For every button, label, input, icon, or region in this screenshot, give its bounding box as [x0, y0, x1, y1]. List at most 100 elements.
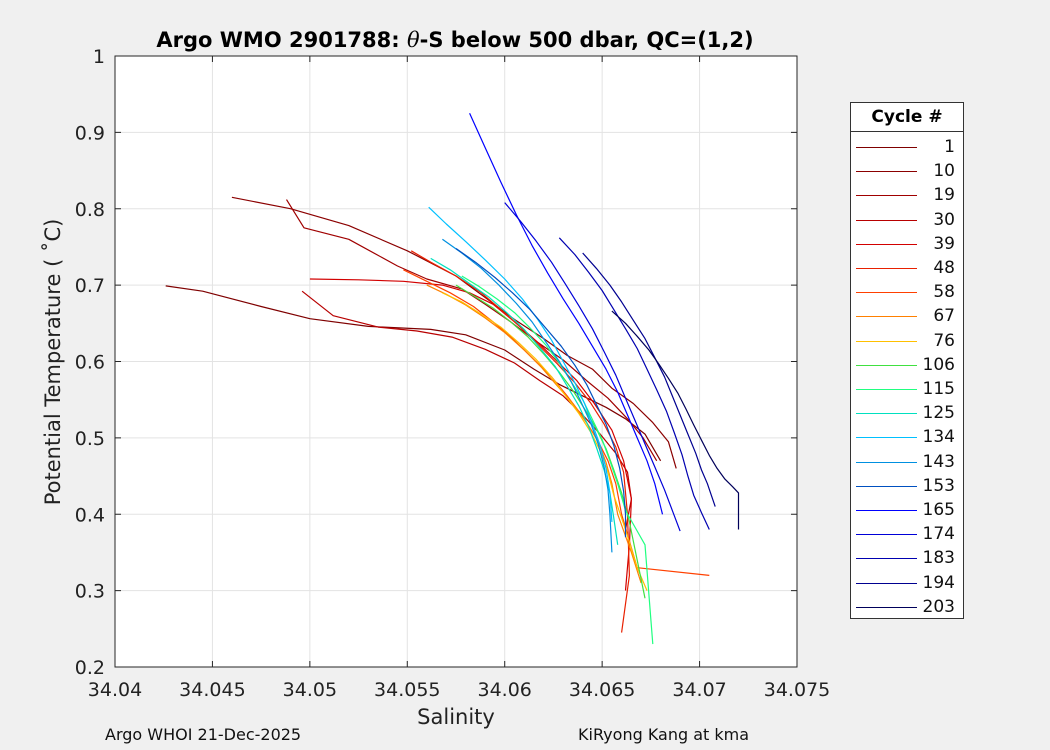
legend-swatch — [856, 437, 917, 439]
y-tick-label: 0.7 — [75, 275, 105, 297]
legend-item-48: 48 — [851, 257, 963, 281]
x-tick-label: 34.05 — [283, 679, 337, 701]
legend-swatch — [856, 606, 917, 608]
legend-label: 174 — [922, 524, 955, 545]
ticks: 34.04 34.045 34.05 34.055 34.06 34.065 34.07 34… — [75, 46, 830, 701]
legend-item-153: 153 — [851, 475, 963, 499]
legend-swatch — [856, 147, 917, 148]
x-tick-label: 34.075 — [764, 679, 830, 701]
legend-swatch — [856, 340, 917, 342]
series-line-174 — [504, 202, 681, 532]
legend-swatch — [856, 292, 917, 294]
legend-label: 39 — [933, 233, 955, 254]
legend-swatch — [856, 219, 917, 221]
legend-swatch — [856, 485, 917, 487]
series-line-165 — [469, 113, 664, 515]
series-layer — [165, 113, 740, 645]
legend-swatch — [856, 364, 917, 366]
legend-item-39: 39 — [851, 233, 963, 257]
legend-swatch — [856, 316, 917, 318]
x-axis-label: Salinity — [417, 705, 495, 729]
legend-item-10: 10 — [851, 160, 963, 184]
legend-item-143: 143 — [851, 451, 963, 475]
legend-label: 203 — [922, 596, 955, 617]
series-line-30 — [301, 290, 633, 530]
y-tick-label: 0.8 — [75, 199, 105, 221]
series-line-153 — [455, 248, 627, 538]
series-line-203 — [611, 310, 740, 530]
legend-label: 58 — [933, 282, 955, 303]
legend-label: 165 — [922, 500, 955, 520]
legend-item-19: 19 — [851, 184, 963, 208]
y-tick-label: 0.5 — [75, 428, 105, 450]
legend-swatch — [856, 510, 917, 511]
x-tick-label: 34.045 — [179, 679, 245, 701]
legend-item-183: 183 — [851, 547, 963, 571]
y-axis-label: Potential Temperature ( ˚C) — [41, 219, 65, 506]
legend-label: 106 — [922, 354, 955, 375]
legend-item-67: 67 — [851, 305, 963, 329]
y-tick-label: 1 — [93, 46, 105, 68]
x-tick-label: 34.065 — [569, 679, 635, 701]
legend-swatch — [856, 195, 917, 197]
legend-item-174: 174 — [851, 523, 963, 547]
legend-item-115: 115 — [851, 378, 963, 402]
legend-label: 115 — [922, 379, 955, 399]
y-tick-label: 0.3 — [75, 581, 105, 603]
x-tick-label: 34.055 — [374, 679, 440, 701]
footer-author: KiRyong Kang at kma — [578, 725, 750, 744]
series-line-134 — [428, 206, 613, 522]
legend-swatch — [856, 389, 917, 390]
legend-swatch — [856, 243, 917, 245]
legend-swatch — [856, 558, 917, 560]
legend-item-203: 203 — [851, 596, 963, 620]
legend: Cycle # 1 10 19 30 39 48 58 67 76 106 115 125 134 143… — [850, 102, 964, 619]
legend-item-125: 125 — [851, 402, 963, 426]
legend-label: 76 — [933, 330, 955, 351]
x-tick-label: 34.04 — [88, 679, 142, 701]
series-line-194 — [582, 252, 716, 507]
legend-label: 10 — [933, 161, 955, 182]
legend-label: 19 — [933, 185, 955, 206]
title-suffix: -S below 500 dbar, QC=(1,2) — [420, 28, 754, 52]
y-tick-label: 0.6 — [75, 352, 105, 374]
y-tick-label: 0.2 — [75, 657, 105, 679]
legend-item-165: 165 — [851, 499, 963, 523]
legend-label: 125 — [922, 403, 955, 424]
title-prefix: Argo WMO 2901788: — [156, 28, 407, 52]
legend-item-1: 1 — [851, 136, 963, 160]
legend-label: 48 — [933, 258, 955, 278]
legend-swatch — [856, 461, 917, 463]
legend-label: 1 — [944, 137, 955, 157]
series-line-1 — [165, 285, 662, 462]
legend-label: 67 — [933, 306, 955, 327]
legend-swatch — [856, 171, 917, 173]
legend-label: 143 — [922, 451, 955, 472]
series-line-115 — [461, 275, 654, 645]
title-theta: θ — [407, 28, 420, 52]
series-line-39 — [309, 278, 633, 591]
legend-label: 194 — [922, 572, 955, 593]
legend-swatch — [856, 582, 917, 584]
legend-swatch — [856, 413, 917, 415]
legend-label: 30 — [933, 209, 955, 230]
series-line-183 — [558, 237, 710, 530]
legend-item-134: 134 — [851, 426, 963, 450]
x-tick-label: 34.07 — [672, 679, 726, 701]
legend-label: 153 — [922, 475, 955, 496]
y-tick-label: 0.4 — [75, 504, 105, 526]
legend-item-76: 76 — [851, 330, 963, 354]
chart-title: Argo WMO 2901788: θ-S below 500 dbar, QC… — [156, 28, 753, 52]
series-line-76 — [442, 292, 648, 591]
y-tick-label: 0.9 — [75, 122, 105, 144]
footer-source: Argo WHOI 21-Dec-2025 — [105, 725, 302, 744]
legend-item-194: 194 — [851, 572, 963, 596]
x-tick-label: 34.06 — [478, 679, 532, 701]
legend-title: Cycle # — [851, 103, 963, 132]
legend-label: 183 — [922, 548, 955, 569]
grid — [115, 56, 797, 667]
legend-swatch — [856, 268, 917, 269]
series-line-143 — [442, 238, 613, 553]
legend-label: 134 — [922, 427, 955, 448]
